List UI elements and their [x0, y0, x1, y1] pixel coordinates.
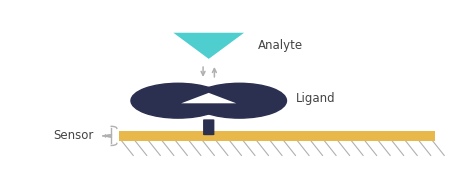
Circle shape [131, 83, 225, 118]
Bar [119, 131, 435, 141]
Polygon shape [173, 33, 244, 59]
FancyBboxPatch shape [203, 119, 214, 135]
Text: Analyte: Analyte [258, 39, 303, 52]
Polygon shape [181, 93, 237, 103]
Text: Sensor: Sensor [53, 129, 93, 142]
Circle shape [192, 83, 286, 118]
Text: Ligand: Ligand [296, 92, 336, 105]
